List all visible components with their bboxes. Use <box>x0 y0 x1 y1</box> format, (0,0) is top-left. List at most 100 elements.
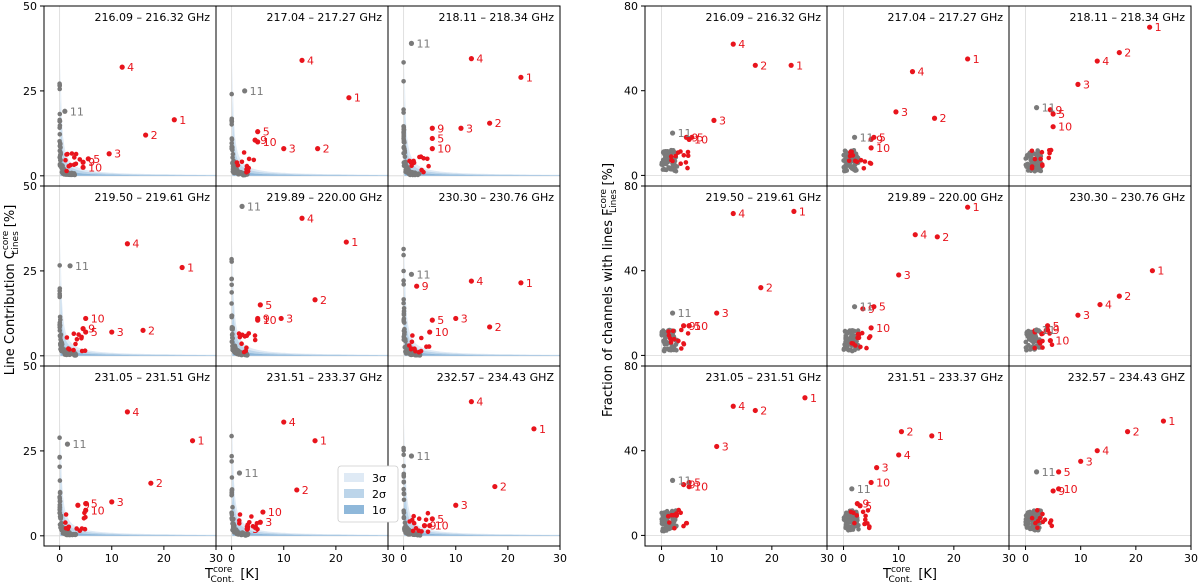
detected-cluster-point <box>1038 156 1043 162</box>
undetected-point <box>239 532 244 537</box>
xtick-label: 30 <box>1184 552 1198 565</box>
source-label-4: 4 <box>127 61 134 74</box>
xtick-label: 0 <box>1022 552 1029 565</box>
detected-cluster-point <box>246 331 252 336</box>
detected-cluster-point <box>407 158 412 164</box>
undetected-point <box>237 351 243 356</box>
source-point-1 <box>343 239 349 245</box>
source-label-11: 11 <box>1042 324 1056 337</box>
undetected-point <box>661 159 667 164</box>
undetected-point <box>1033 160 1039 166</box>
undetected-point <box>62 352 68 357</box>
source-label-4: 4 <box>476 396 483 409</box>
source-point-5 <box>83 500 89 507</box>
source-point-10 <box>868 145 874 151</box>
undetected-point <box>401 79 406 84</box>
detected-cluster-point <box>863 517 868 523</box>
detected-cluster-point <box>64 335 70 340</box>
detected-cluster-point <box>421 169 426 175</box>
xtick-label: 0 <box>840 552 847 565</box>
source-label-11: 11 <box>70 105 84 118</box>
undetected-point <box>841 347 847 352</box>
source-label-4: 4 <box>738 208 745 221</box>
source-label-4: 4 <box>1105 299 1112 312</box>
xtick-label: 10 <box>277 552 291 565</box>
detected-cluster-point <box>66 163 71 169</box>
source-label-9: 9 <box>691 131 698 144</box>
source-label-5: 5 <box>437 132 444 145</box>
source-point-11 <box>242 88 248 94</box>
panel-title: 217.04 – 217.27 GHz <box>266 11 382 24</box>
detected-cluster-point <box>846 158 852 164</box>
source-point-5 <box>686 479 692 486</box>
source-point-11 <box>239 203 245 209</box>
source-label-5: 5 <box>252 523 259 536</box>
undetected-point <box>855 328 861 333</box>
undetected-point <box>232 170 237 176</box>
source-point-3 <box>257 519 263 525</box>
detected-cluster-point <box>77 157 83 162</box>
xtick-label: 20 <box>765 552 779 565</box>
xtick-label: 0 <box>56 552 63 565</box>
undetected-point <box>1026 330 1031 335</box>
source-point-11 <box>849 486 855 492</box>
undetected-point <box>229 276 234 282</box>
undetected-point <box>57 328 63 333</box>
detected-cluster-point <box>1049 342 1055 348</box>
right-xlabel-unit: [K] <box>918 567 937 582</box>
undetected-point <box>401 297 407 302</box>
undetected-point <box>57 286 63 291</box>
source-label-1: 1 <box>187 262 194 275</box>
undetected-point <box>57 510 62 516</box>
detected-cluster-point <box>867 160 873 166</box>
undetected-point <box>57 86 62 92</box>
source-point-9 <box>681 481 687 488</box>
panel-title: 218.11 – 218.34 GHz <box>438 11 554 24</box>
detected-cluster-point <box>239 341 244 347</box>
source-point-10 <box>686 136 692 143</box>
undetected-point <box>401 160 407 165</box>
undetected-point <box>660 526 666 531</box>
detected-cluster-point <box>252 333 258 338</box>
undetected-point <box>58 334 63 340</box>
undetected-point <box>229 136 235 141</box>
detected-cluster-point <box>679 346 684 351</box>
undetected-point <box>401 463 407 469</box>
source-label-10: 10 <box>88 161 102 174</box>
source-point-9 <box>414 283 420 289</box>
source-label-2: 2 <box>156 477 163 490</box>
undetected-point <box>852 166 858 171</box>
detected-cluster-point <box>1040 511 1045 517</box>
source-label-11: 11 <box>860 131 874 144</box>
undetected-point <box>662 149 668 155</box>
undetected-point <box>401 334 407 340</box>
source-label-9: 9 <box>689 479 696 492</box>
source-point-5 <box>429 135 435 142</box>
panel-frame <box>43 185 217 367</box>
undetected-point <box>58 157 63 163</box>
source-label-3: 3 <box>461 499 468 512</box>
source-point-4 <box>281 419 287 425</box>
panel-frame <box>43 365 217 547</box>
detected-cluster-point <box>63 157 68 163</box>
source-point-4 <box>896 452 902 458</box>
source-label-5: 5 <box>437 513 444 526</box>
source-point-2 <box>1124 429 1131 435</box>
undetected-point <box>230 151 236 157</box>
source-label-2: 2 <box>766 282 773 295</box>
source-label-9: 9 <box>260 134 267 147</box>
undetected-point <box>844 513 850 518</box>
source-label-1: 1 <box>526 277 533 290</box>
undetected-point <box>57 496 63 501</box>
undetected-point <box>67 172 72 178</box>
source-point-9 <box>429 125 435 131</box>
undetected-point <box>401 60 406 65</box>
source-point-1 <box>531 426 537 432</box>
source-label-9: 9 <box>862 498 869 511</box>
undetected-point <box>230 504 235 510</box>
source-point-1 <box>189 438 196 444</box>
